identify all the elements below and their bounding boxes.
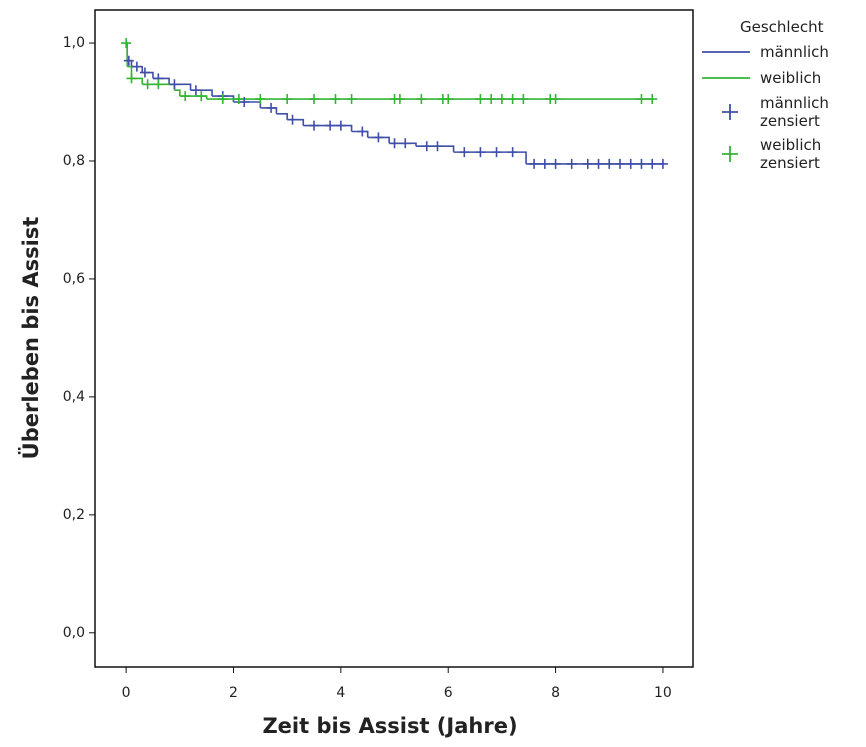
censor-mark bbox=[486, 94, 497, 105]
censor-mark bbox=[357, 126, 368, 137]
x-tick-label: 0 bbox=[122, 685, 131, 701]
plot-frame bbox=[94, 9, 694, 668]
censor-mark bbox=[190, 85, 201, 96]
censor-mark bbox=[233, 94, 244, 105]
legend-swatch bbox=[722, 104, 738, 120]
censor-mark bbox=[647, 158, 658, 169]
x-axis-label: Zeit bis Assist (Jahre) bbox=[262, 714, 517, 738]
censor-mark bbox=[196, 91, 207, 102]
censor-mark bbox=[507, 147, 518, 158]
censor-mark bbox=[604, 158, 615, 169]
legend-label: weiblich bbox=[760, 69, 822, 87]
censor-mark bbox=[121, 38, 132, 49]
x-tick-label: 2 bbox=[229, 685, 238, 701]
censor-mark bbox=[180, 91, 191, 102]
censor-mark bbox=[496, 94, 507, 105]
censor-mark bbox=[153, 79, 164, 90]
x-tick-label: 6 bbox=[444, 685, 453, 701]
censor-mark bbox=[330, 94, 341, 105]
censor-mark bbox=[255, 94, 266, 105]
censor-mark bbox=[443, 94, 454, 105]
censor-mark bbox=[582, 158, 593, 169]
censor-mark bbox=[475, 147, 486, 158]
censor-mark bbox=[373, 132, 384, 143]
legend-swatch bbox=[722, 146, 738, 162]
censor-mark bbox=[636, 158, 647, 169]
censor-mark bbox=[550, 94, 561, 105]
censor-mark bbox=[491, 147, 502, 158]
y-tick-label: 1,0 bbox=[63, 35, 85, 51]
legend-entry: männlich zensiert bbox=[700, 94, 866, 130]
censor-mark bbox=[239, 97, 250, 108]
censor-mark bbox=[657, 158, 668, 169]
legend-swatch bbox=[702, 51, 750, 53]
censor-mark bbox=[614, 158, 625, 169]
legend-entry: männlich bbox=[700, 42, 866, 62]
x-tick-label: 10 bbox=[654, 685, 672, 701]
legend-entry: weiblich zensiert bbox=[700, 136, 866, 172]
censor-mark bbox=[309, 120, 320, 131]
censor-mark bbox=[131, 61, 142, 72]
censor-mark bbox=[507, 94, 518, 105]
survival-step bbox=[276, 112, 288, 120]
y-tick-label: 0,2 bbox=[63, 507, 85, 523]
censor-mark bbox=[266, 102, 277, 113]
censor-mark bbox=[139, 67, 150, 78]
legend-title: Geschlecht bbox=[740, 18, 824, 36]
censor-mark bbox=[142, 79, 153, 90]
legend-label: männlich zensiert bbox=[760, 94, 829, 130]
censor-mark bbox=[421, 141, 432, 152]
x-tick-label: 4 bbox=[336, 685, 345, 701]
censor-mark bbox=[346, 94, 357, 105]
censor-mark bbox=[287, 114, 298, 125]
censor-mark bbox=[636, 94, 647, 105]
censor-mark bbox=[389, 138, 400, 149]
censor-mark bbox=[282, 94, 293, 105]
censor-mark bbox=[400, 138, 411, 149]
censor-mark bbox=[126, 73, 137, 84]
legend-label: männlich bbox=[760, 43, 829, 61]
legend-label: weiblich zensiert bbox=[760, 136, 822, 172]
censor-mark bbox=[475, 94, 486, 105]
y-tick-label: 0,4 bbox=[63, 389, 85, 405]
x-tick-label: 8 bbox=[551, 685, 560, 701]
censor-mark bbox=[550, 158, 561, 169]
legend-entry: weiblich bbox=[700, 68, 866, 88]
censor-mark bbox=[518, 94, 529, 105]
censor-mark bbox=[432, 141, 443, 152]
survival-step bbox=[174, 89, 181, 97]
censor-mark bbox=[416, 94, 427, 105]
legend: Geschlecht männlich weiblich männlich zens… bbox=[700, 18, 866, 178]
censor-mark bbox=[169, 79, 180, 90]
survival-step bbox=[260, 107, 278, 114]
censor-mark bbox=[309, 94, 320, 105]
censor-mark bbox=[217, 94, 228, 105]
legend-swatch bbox=[702, 77, 750, 79]
censor-mark bbox=[394, 94, 405, 105]
censor-mark bbox=[566, 158, 577, 169]
censor-mark bbox=[593, 158, 604, 169]
y-tick-label: 0,8 bbox=[63, 153, 85, 169]
y-axis-label: Überleben bis Assist bbox=[18, 217, 43, 460]
censor-mark bbox=[647, 94, 658, 105]
censor-mark bbox=[123, 55, 134, 66]
censor-mark bbox=[539, 158, 550, 169]
survival-step bbox=[303, 124, 353, 132]
censor-mark bbox=[529, 158, 540, 169]
legend-mark bbox=[722, 104, 738, 120]
censor-mark bbox=[325, 120, 336, 131]
censor-mark bbox=[625, 158, 636, 169]
y-tick-label: 0,0 bbox=[63, 625, 85, 641]
censor-mark bbox=[459, 147, 470, 158]
censor-mark bbox=[335, 120, 346, 131]
chart: Zeit bis Assist (Jahre) Überleben bis As… bbox=[18, 9, 694, 738]
legend-mark bbox=[722, 146, 738, 162]
y-tick-label: 0,6 bbox=[63, 271, 85, 287]
survival-step bbox=[351, 130, 369, 138]
